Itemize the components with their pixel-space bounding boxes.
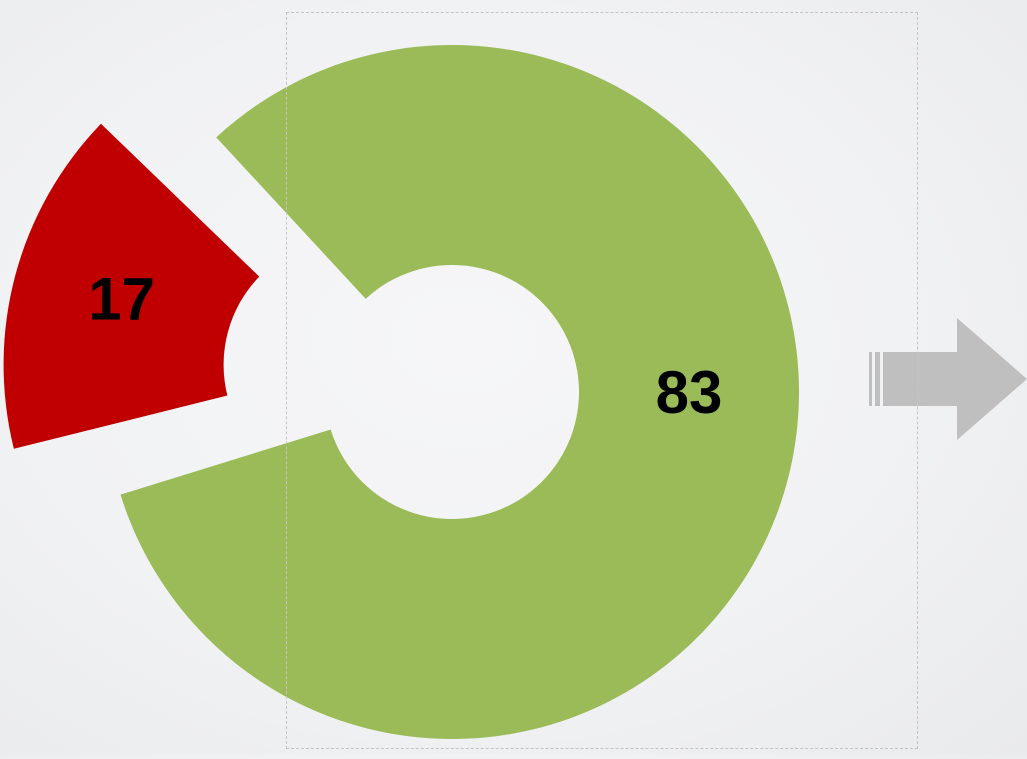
slice-label-17: 17 bbox=[88, 265, 155, 332]
donut-slice-17 bbox=[3, 123, 260, 449]
arrow-stripe-1 bbox=[869, 352, 872, 406]
donut-slice-83 bbox=[120, 45, 799, 740]
donut-slices bbox=[3, 45, 799, 740]
right-arrow-icon bbox=[869, 318, 1027, 440]
arrow-body bbox=[883, 318, 1027, 440]
slice-label-83: 83 bbox=[656, 359, 723, 426]
arrow-stripe-2 bbox=[875, 352, 880, 406]
